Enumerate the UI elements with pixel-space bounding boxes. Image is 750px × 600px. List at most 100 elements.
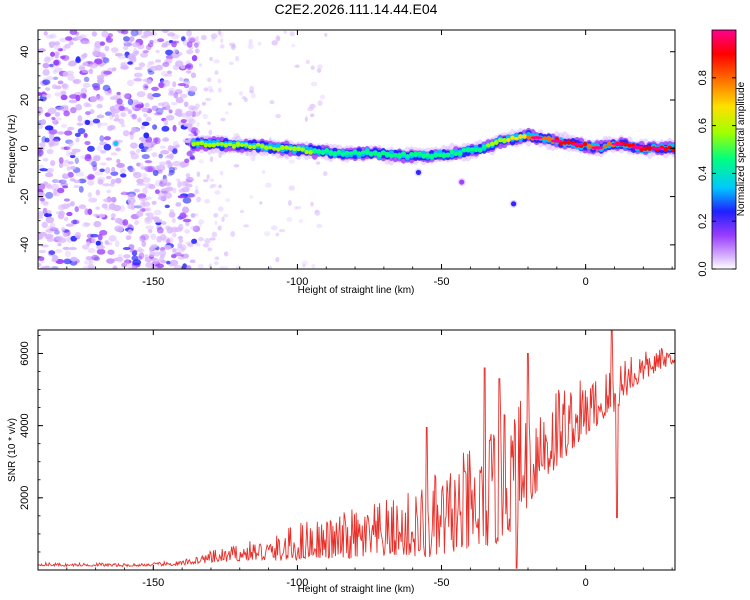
noise-blob (168, 167, 176, 174)
noise-blob (123, 40, 128, 46)
noise-blob (63, 232, 68, 237)
noise-blob (209, 237, 216, 241)
ridge-blob (449, 149, 455, 155)
noise-blob (67, 61, 77, 67)
noise-blob (133, 72, 143, 78)
noise-blob (101, 30, 109, 38)
snr-y-axis-label: SNR (10 * v/v) (7, 418, 18, 482)
noise-blob (178, 77, 184, 82)
noise-blob (168, 109, 173, 114)
noise-blob (60, 182, 69, 187)
noise-blob (294, 206, 298, 211)
noise-blob (324, 32, 328, 37)
noise-blob (104, 111, 112, 116)
colorbar-gradient (711, 29, 737, 270)
noise-blob (127, 202, 134, 210)
ridge-blob (518, 134, 523, 139)
noise-blob (143, 30, 153, 37)
noise-blob (91, 161, 98, 168)
noise-blob (98, 213, 106, 218)
noise-blob (217, 206, 224, 212)
noise-blob (52, 59, 61, 67)
noise-blob (44, 125, 54, 131)
noise-blob (127, 61, 133, 65)
noise-blob (217, 30, 222, 36)
noise-blob (92, 118, 101, 124)
noise-blob (202, 243, 210, 248)
colorbar-tick-label: 0.4 (697, 166, 709, 181)
noise-blob (38, 191, 46, 197)
noise-blob (129, 36, 135, 42)
noise-blob (171, 218, 176, 223)
noise-blob (160, 259, 167, 264)
noise-blob (149, 39, 154, 44)
noise-blob (126, 79, 135, 87)
noise-blob (64, 159, 70, 163)
ridge-blob (231, 143, 237, 149)
noise-blob (138, 248, 145, 253)
noise-blob (117, 30, 126, 34)
noise-blob (53, 59, 60, 66)
noise-blob (66, 211, 73, 217)
noise-blob (132, 259, 142, 266)
noise-blob (160, 79, 169, 83)
noise-blob (139, 235, 146, 242)
noise-blob (102, 198, 111, 202)
noise-blob (276, 36, 281, 42)
noise-blob (134, 104, 144, 109)
noise-blob (64, 43, 71, 49)
noise-blob (189, 156, 196, 161)
noise-blob (115, 147, 121, 152)
noise-blob (91, 31, 98, 37)
noise-blob (127, 98, 134, 106)
noise-blob (198, 63, 203, 67)
noise-blob (46, 210, 52, 215)
noise-blob (190, 225, 197, 230)
noise-blob (102, 57, 110, 64)
noise-blob (38, 147, 43, 154)
noise-blob (82, 265, 92, 269)
noise-blob (133, 188, 141, 193)
ridge-blob (473, 147, 479, 153)
noise-blob (265, 182, 272, 188)
snr-x-tick-label: -100 (286, 577, 308, 589)
noise-blob (194, 103, 200, 109)
noise-blob (175, 60, 184, 68)
noise-blob (54, 51, 60, 57)
noise-blob (47, 107, 57, 115)
noise-blob (77, 115, 83, 122)
noise-blob (263, 231, 271, 237)
noise-blob (185, 60, 191, 66)
noise-blob (165, 49, 174, 56)
noise-blob (171, 41, 177, 48)
noise-blob (109, 96, 116, 100)
ridge-blob (421, 153, 426, 159)
ridge-blob (433, 152, 439, 158)
ridge-blob (643, 146, 648, 151)
noise-blob (153, 209, 162, 216)
noise-blob (182, 197, 192, 204)
noise-blob (177, 256, 186, 260)
ridge-blob (376, 152, 382, 158)
ridge-blob (437, 152, 443, 158)
noise-blob (126, 54, 136, 61)
noise-blob (124, 258, 130, 266)
noise-blob (294, 64, 300, 68)
noise-blob (200, 34, 207, 41)
noise-blob (249, 85, 255, 92)
ridge-blob (397, 153, 402, 159)
noise-blob (146, 63, 152, 69)
ridge-core (591, 146, 604, 150)
noise-blob (110, 47, 119, 53)
noise-blob (38, 249, 46, 254)
noise-blob (136, 30, 143, 36)
noise-blob (93, 155, 101, 162)
noise-blob (134, 66, 143, 71)
noise-blob (49, 141, 55, 148)
noise-blob (154, 189, 160, 195)
noise-blob (196, 121, 200, 128)
noise-blob (182, 218, 192, 223)
ridge-blob (288, 146, 293, 151)
noise-blob (78, 66, 86, 71)
ridge-blob (667, 145, 673, 150)
